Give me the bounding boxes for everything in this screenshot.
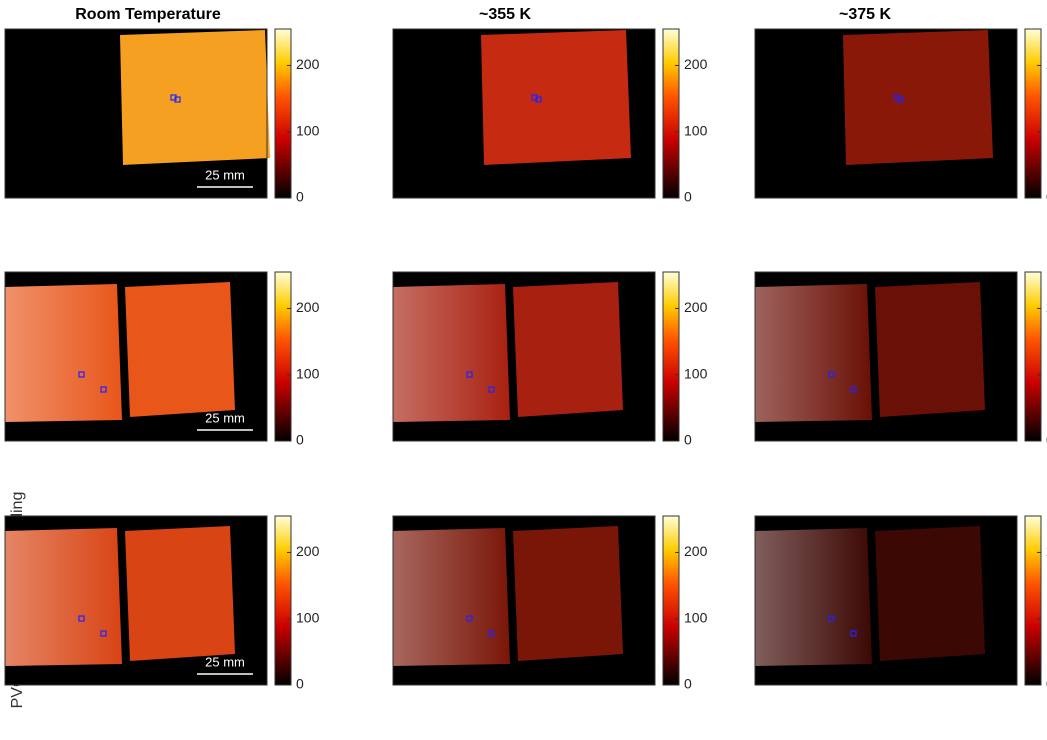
colorbar-tick-label: 200 [684,299,708,315]
specimen-glow [393,528,510,666]
specimen [120,30,270,165]
colorbar-tick-label: 100 [684,609,708,625]
specimen-glow [5,284,122,422]
specimen-right [875,526,985,661]
column-title: ~355 K [479,6,531,23]
colorbar-tick-label: 100 [684,365,708,381]
specimen-glow [755,284,872,422]
colorbar-tick-label: 200 [684,543,708,559]
scale-bar-label: 25 mm [205,410,245,425]
colorbar [275,516,291,685]
specimen-glow [5,528,122,666]
specimen [481,30,631,165]
colorbar [275,272,291,441]
colorbar [663,516,679,685]
colorbar-tick-label: 0 [684,432,692,448]
specimen-right [125,282,235,417]
colorbar [663,29,679,198]
specimen-right [125,526,235,661]
colorbar-tick-label: 0 [684,676,692,692]
colorbar-tick-label: 0 [296,189,304,205]
colorbar [1025,516,1041,685]
colorbar-tick-label: 200 [684,56,708,72]
figure: Room Temperature~355 K~375 KControl: Bas… [0,0,1047,740]
colorbar [663,272,679,441]
colorbar [1025,29,1041,198]
specimen-glow [393,284,510,422]
scale-bar-label: 25 mm [205,167,245,182]
specimen-right [513,526,623,661]
specimen [843,30,993,165]
colorbar-tick-label: 200 [296,56,320,72]
colorbar-tick-label: 100 [296,122,320,138]
colorbar-tick-label: 0 [684,189,692,205]
column-title: ~375 K [839,6,891,23]
specimen-right [875,282,985,417]
colorbar [275,29,291,198]
colorbar-tick-label: 100 [296,365,320,381]
colorbar-tick-label: 200 [296,543,320,559]
specimen-right [513,282,623,417]
colorbar-tick-label: 0 [296,676,304,692]
colorbar-tick-label: 100 [684,122,708,138]
colorbar-tick-label: 200 [296,299,320,315]
page: Room Temperature~355 K~375 KControl: Bas… [0,0,1047,740]
colorbar-tick-label: 0 [296,432,304,448]
scale-bar-label: 25 mm [205,654,245,669]
colorbar-tick-label: 100 [296,609,320,625]
column-title: Room Temperature [75,6,221,23]
colorbar [1025,272,1041,441]
specimen-glow [755,528,872,666]
